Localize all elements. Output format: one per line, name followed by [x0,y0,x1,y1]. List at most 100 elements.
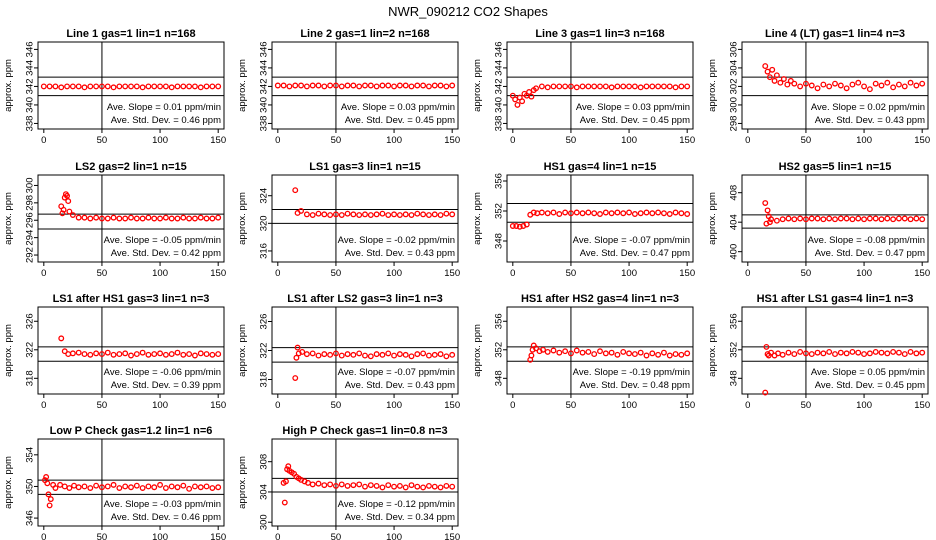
slope-annotation: Ave. Slope = 0.05 ppm/min [811,367,925,378]
data-point [162,485,169,491]
plot-frame [37,174,225,263]
x-tick-label: 50 [331,532,342,540]
slope-annotation: Ave. Slope = -0.07 ppm/min [338,367,455,378]
data-point [362,483,368,490]
data-point [602,83,609,90]
data-point [110,351,117,358]
data-point [162,214,169,221]
data-point [303,83,310,90]
data-point [837,82,844,89]
data-point [139,349,146,356]
data-point [174,83,181,90]
y-tick-label: 338 [25,116,36,132]
data-point [396,82,403,89]
data-point [66,485,73,491]
data-point [203,215,210,222]
data-point [373,482,380,489]
data-point [58,335,65,342]
data-point [209,215,216,222]
data-point [901,83,908,90]
y-tick-label: 292 [25,247,36,263]
data-point [367,82,374,89]
data-point [585,348,592,355]
chart-panel-1: Line 1 gas=1 lin=1 n=168 approx. ppm 338 34… [3,28,226,146]
data-point [215,83,222,90]
data-point [780,76,787,82]
x-tick-label: 50 [801,268,812,279]
data-point [40,83,47,90]
data-point [332,350,339,357]
data-point [408,353,415,360]
data-point [762,389,769,396]
x-tick-label: 50 [801,135,812,146]
y-tick-label: 294 [25,230,36,246]
data-point [61,348,68,355]
data-point [344,351,351,358]
data-point [556,83,563,90]
data-point [402,484,409,491]
chart-panel-9: LS1 after HS1 gas=3 lin=1 n=3 approx. ppm… [3,293,226,411]
data-point [585,209,592,216]
std-dev-annotation: Ave. Std. Dev. = 0.48 ppm [580,380,690,391]
slope-annotation: Ave. Slope = 0.03 ppm/min [576,102,690,113]
data-point [855,79,862,86]
data-point [362,211,368,218]
data-point [832,80,838,87]
data-point [820,216,827,223]
data-point [367,482,374,489]
data-point [75,349,82,356]
y-tick-label: 356 [729,313,740,329]
y-tick-label: 304 [729,60,740,76]
data-point [562,83,569,90]
x-tick-label: 150 [210,135,226,146]
data-point [104,215,111,222]
x-tick-label: 100 [621,268,637,279]
data-point [901,351,908,358]
data-point [643,352,650,359]
data-point [567,210,574,217]
data-point [597,83,603,90]
chart-panel-7: HS1 gas=4 lin=1 n=15 approx. ppm 348 352 356… [472,161,695,279]
data-point [660,83,667,90]
data-point [872,348,879,355]
data-point [65,198,72,205]
data-point [420,350,427,357]
data-point [283,478,289,485]
data-point [849,81,856,88]
data-point [784,81,791,88]
data-point [69,83,76,90]
y-axis-label: approx. ppm [707,59,718,112]
data-point [573,209,580,216]
data-point [437,82,444,89]
data-point [303,211,310,218]
data-point [186,485,193,492]
data-point [861,351,868,358]
data-point [516,223,523,230]
data-point [298,207,305,214]
data-point [533,345,540,352]
data-point [773,72,780,79]
data-point [408,212,415,218]
y-tick-label: 348 [494,370,505,386]
data-point [139,215,146,222]
x-tick-label: 50 [97,268,108,279]
data-point [443,353,450,360]
data-point [855,349,862,356]
y-tick-label: 352 [494,342,505,358]
data-point [332,482,339,489]
data-point [396,482,403,489]
data-point [509,223,516,229]
y-tick-label: 348 [729,370,740,386]
data-point [779,216,786,223]
data-point [379,82,386,89]
data-point [379,484,386,491]
x-tick-label: 100 [152,400,168,411]
data-point [791,80,798,87]
slope-annotation: Ave. Slope = 0.02 ppm/min [811,102,925,113]
chart-panel-8: HS2 gas=5 lin=1 n=15 approx. ppm 400 404 408… [707,161,930,279]
data-point [98,215,105,222]
chart-panel-10: LS1 after LS2 gas=3 lin=1 n=3 approx. ppm… [237,293,460,411]
data-point [608,349,615,356]
data-point [104,349,111,356]
